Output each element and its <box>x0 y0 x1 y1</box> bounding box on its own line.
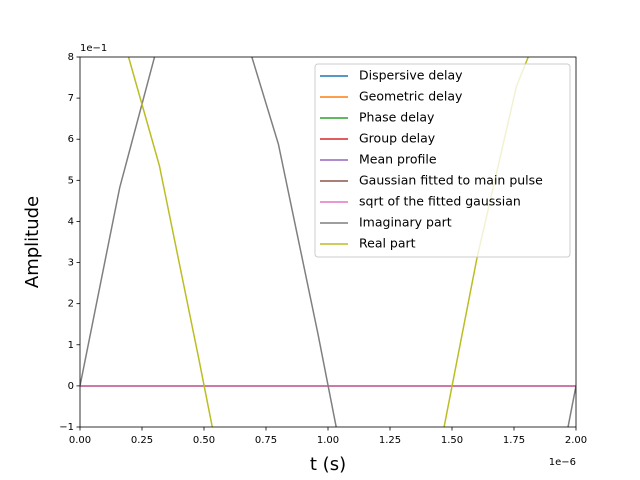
legend-box <box>314 63 571 258</box>
y-tick-label: 2 <box>68 299 74 310</box>
y-offset-label: 1e−1 <box>80 43 107 54</box>
y-tick-label: 1 <box>68 340 74 351</box>
x-offset-label: 1e−6 <box>549 457 576 468</box>
x-tick-label: 0.50 <box>193 435 215 446</box>
legend-label: Group delay <box>359 131 436 146</box>
x-tick-label: 1.75 <box>503 435 525 446</box>
x-tick-label: 1.50 <box>441 435 463 446</box>
x-tick-label: 0.00 <box>69 435 91 446</box>
y-tick-label: −1 <box>59 422 74 433</box>
legend-label: Mean profile <box>359 152 437 167</box>
x-tick-label: 2.00 <box>565 435 587 446</box>
legend-label: Imaginary part <box>359 215 452 230</box>
legend-label: Phase delay <box>359 110 435 125</box>
y-tick-label: 0 <box>68 381 74 392</box>
legend-label: Dispersive delay <box>359 68 463 83</box>
y-axis-label: Amplitude <box>22 196 43 288</box>
x-tick-label: 1.00 <box>317 435 339 446</box>
x-axis-label: t (s) <box>310 454 346 475</box>
x-tick-label: 1.25 <box>379 435 401 446</box>
plot-area <box>80 57 576 427</box>
y-tick-label: 7 <box>68 93 74 104</box>
y-tick-label: 5 <box>68 175 74 186</box>
legend-label: sqrt of the fitted gaussian <box>359 194 521 209</box>
legend-label: Gaussian fitted to main pulse <box>359 173 543 188</box>
x-tick-label: 0.75 <box>255 435 277 446</box>
y-tick-label: 6 <box>68 134 74 145</box>
legend-label: Geometric delay <box>359 89 463 104</box>
legend-label: Real part <box>359 236 416 251</box>
y-tick-label: 8 <box>68 52 74 63</box>
y-tick-label: 4 <box>68 216 74 227</box>
y-tick-label: 3 <box>68 258 74 269</box>
x-tick-label: 0.25 <box>131 435 153 446</box>
